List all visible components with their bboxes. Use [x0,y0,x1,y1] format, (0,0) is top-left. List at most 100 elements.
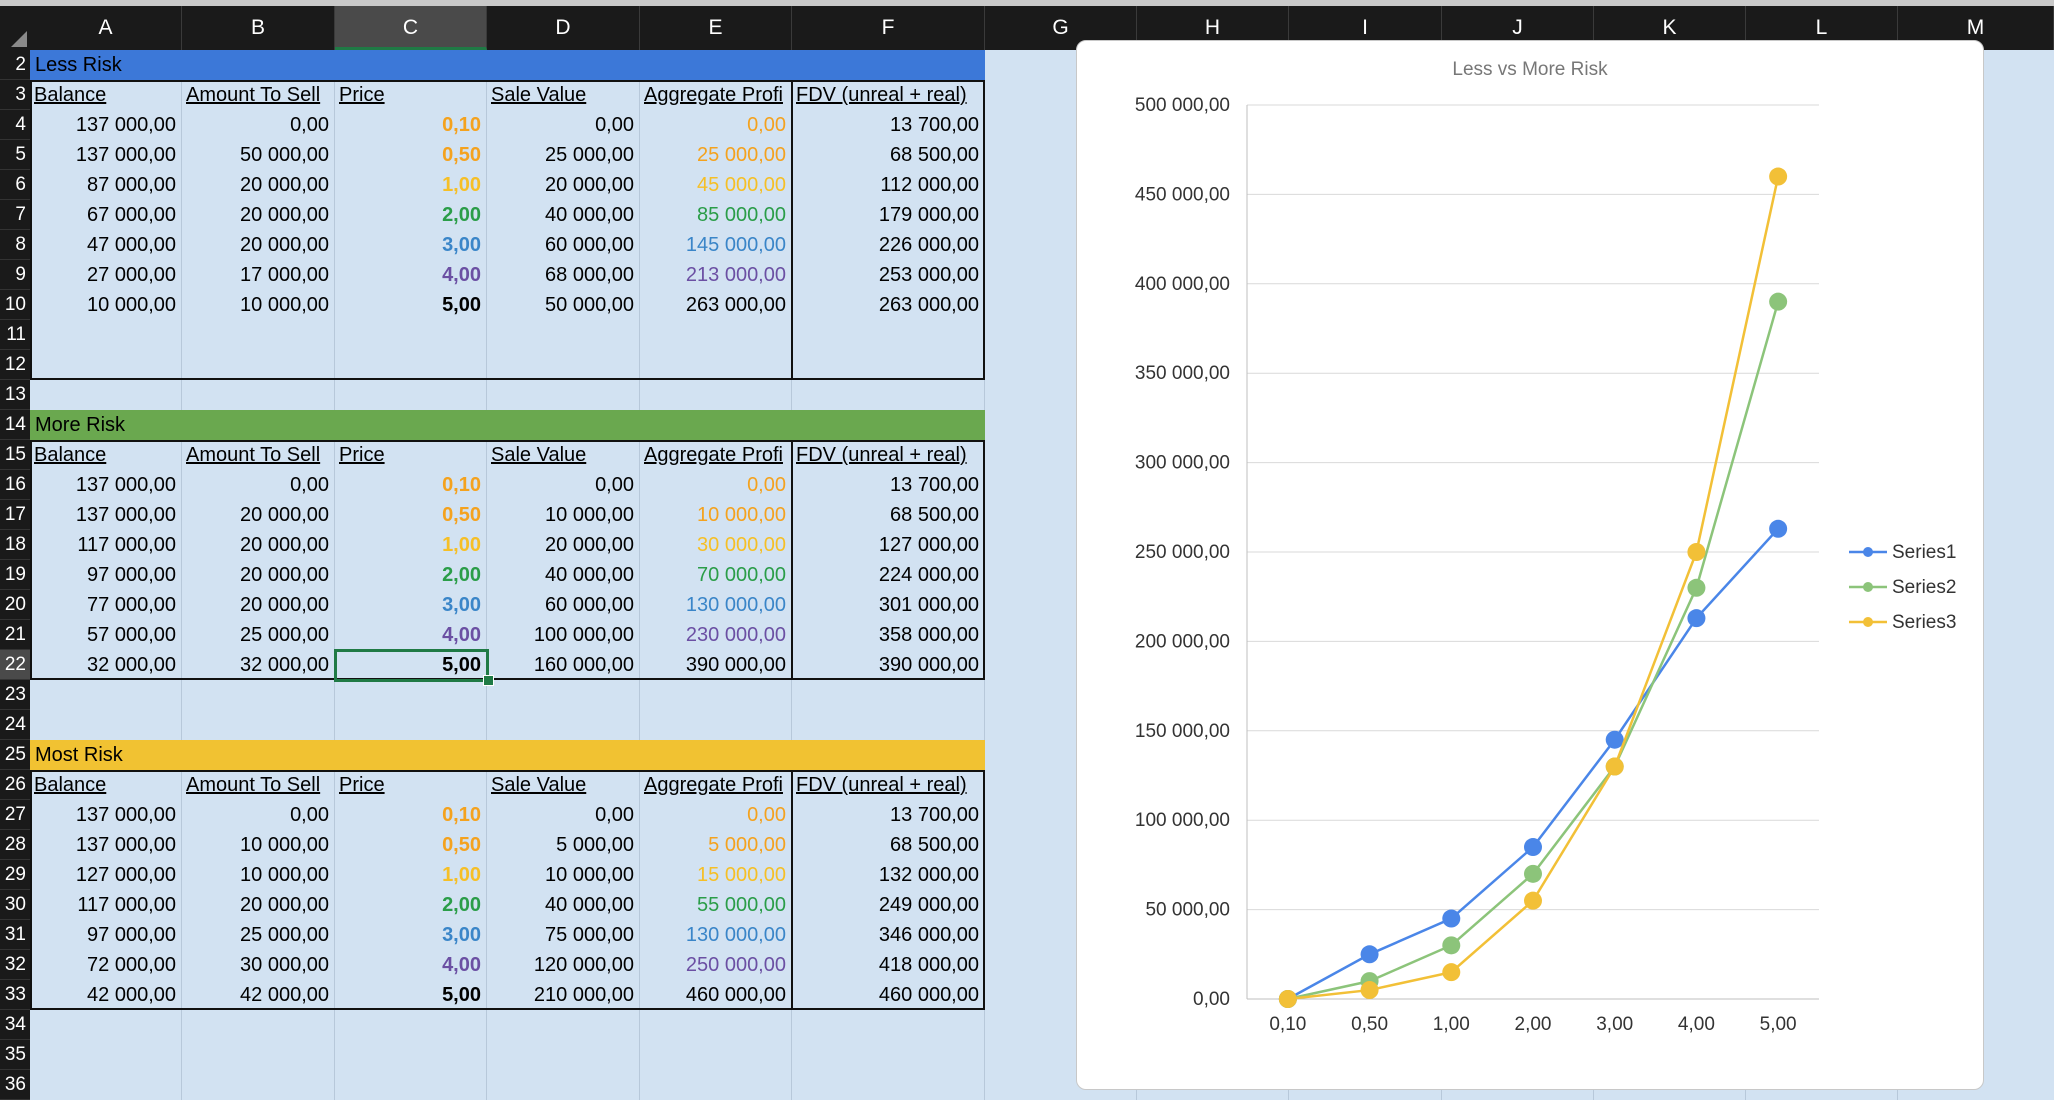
column-label[interactable]: Amount To Sell [186,774,321,796]
table-cell[interactable]: 137 000,00 [75,144,176,166]
table-cell[interactable]: 42 000,00 [87,984,176,1006]
table-cell[interactable]: 145 000,00 [685,234,786,256]
table-cell[interactable]: 68 500,00 [890,834,979,856]
table-cell[interactable]: 5,00 [442,654,481,676]
row-header-18[interactable]: 18 [0,530,30,560]
table-cell[interactable]: 0,00 [747,804,786,826]
table-cell[interactable]: 1,00 [442,534,481,556]
row-header-31[interactable]: 31 [0,920,30,950]
table-cell[interactable]: 20 000,00 [240,564,329,586]
table-cell[interactable]: 70 000,00 [697,564,786,586]
row-header-11[interactable]: 11 [0,320,30,350]
column-label[interactable]: FDV (unreal + real) [796,84,967,106]
table-cell[interactable]: 20 000,00 [545,534,634,556]
table-cell[interactable]: 2,00 [442,564,481,586]
table-cell[interactable]: 60 000,00 [545,594,634,616]
table-cell[interactable]: 17 000,00 [240,264,329,286]
table-cell[interactable]: 130 000,00 [685,594,786,616]
table-cell[interactable]: 137 000,00 [75,114,176,136]
table-cell[interactable]: 5,00 [442,294,481,316]
table-cell[interactable]: 263 000,00 [878,294,979,316]
column-label[interactable]: Price [339,444,385,466]
table-cell[interactable]: 15 000,00 [697,864,786,886]
column-label[interactable]: FDV (unreal + real) [796,774,967,796]
column-header-c[interactable]: C [335,6,487,50]
column-label[interactable]: Aggregate Profi [644,84,783,106]
column-header-h[interactable]: H [1137,6,1289,50]
row-header-15[interactable]: 15 [0,440,30,470]
table-cell[interactable]: 460 000,00 [685,984,786,1006]
table-cell[interactable]: 160 000,00 [533,654,634,676]
column-header-b[interactable]: B [182,6,335,50]
table-cell[interactable]: 67 000,00 [87,204,176,226]
table-cell[interactable]: 30 000,00 [240,954,329,976]
table-cell[interactable]: 0,00 [595,474,634,496]
table-cell[interactable]: 0,00 [595,114,634,136]
table-cell[interactable]: 40 000,00 [545,894,634,916]
table-cell[interactable]: 137 000,00 [75,804,176,826]
table-cell[interactable]: 20 000,00 [240,504,329,526]
table-cell[interactable]: 68 500,00 [890,504,979,526]
table-cell[interactable]: 0,00 [290,114,329,136]
table-cell[interactable]: 0,00 [290,804,329,826]
table-cell[interactable]: 10 000,00 [87,294,176,316]
row-header-24[interactable]: 24 [0,710,30,740]
row-header-25[interactable]: 25 [0,740,30,770]
column-label[interactable]: FDV (unreal + real) [796,444,967,466]
table-cell[interactable]: 249 000,00 [878,894,979,916]
table-cell[interactable]: 75 000,00 [545,924,634,946]
table-cell[interactable]: 13 700,00 [890,804,979,826]
table-cell[interactable]: 253 000,00 [878,264,979,286]
selected-cell-c22[interactable] [334,649,489,682]
table-cell[interactable]: 120 000,00 [533,954,634,976]
table-cell[interactable]: 137 000,00 [75,504,176,526]
column-label[interactable]: Amount To Sell [186,84,321,106]
column-label[interactable]: Sale Value [491,774,587,796]
table-cell[interactable]: 47 000,00 [87,234,176,256]
table-cell[interactable]: 460 000,00 [878,984,979,1006]
table-cell[interactable]: 5 000,00 [556,834,634,856]
row-header-10[interactable]: 10 [0,290,30,320]
table-cell[interactable]: 3,00 [442,924,481,946]
table-cell[interactable]: 32 000,00 [240,654,329,676]
table-cell[interactable]: 42 000,00 [240,984,329,1006]
row-header-36[interactable]: 36 [0,1070,30,1100]
table-cell[interactable]: 390 000,00 [878,654,979,676]
table-cell[interactable]: 20 000,00 [240,204,329,226]
table-cell[interactable]: 117 000,00 [77,534,176,556]
table-cell[interactable]: 112 000,00 [880,174,979,196]
column-label[interactable]: Price [339,774,385,796]
table-cell[interactable]: 20 000,00 [240,534,329,556]
table-cell[interactable]: 10 000,00 [240,834,329,856]
table-cell[interactable]: 68 500,00 [890,144,979,166]
table-cell[interactable]: 301 000,00 [878,594,979,616]
table-cell[interactable]: 25 000,00 [697,144,786,166]
table-cell[interactable]: 57 000,00 [87,624,176,646]
table-cell[interactable]: 226 000,00 [878,234,979,256]
table-cell[interactable]: 0,00 [290,474,329,496]
table-cell[interactable]: 3,00 [442,234,481,256]
table-cell[interactable]: 27 000,00 [87,264,176,286]
table-cell[interactable]: 132 000,00 [878,864,979,886]
row-header-14[interactable]: 14 [0,410,30,440]
row-header-34[interactable]: 34 [0,1010,30,1040]
table-cell[interactable]: 97 000,00 [87,564,176,586]
row-header-29[interactable]: 29 [0,860,30,890]
column-header-i[interactable]: I [1289,6,1442,50]
column-label[interactable]: Balance [34,84,107,106]
row-header-13[interactable]: 13 [0,380,30,410]
column-header-f[interactable]: F [792,6,985,50]
table-cell[interactable]: 3,00 [442,594,481,616]
row-header-17[interactable]: 17 [0,500,30,530]
line-chart[interactable]: Less vs More Risk 0,00 50 000,00 100 000,00… [1076,40,1984,1090]
table-cell[interactable]: 1,00 [442,174,481,196]
fill-handle[interactable] [483,675,494,686]
table-cell[interactable]: 25 000,00 [240,624,329,646]
table-cell[interactable]: 20 000,00 [240,894,329,916]
table-cell[interactable]: 85 000,00 [697,204,786,226]
table-cell[interactable]: 230 000,00 [685,624,786,646]
table-cell[interactable]: 60 000,00 [545,234,634,256]
table-cell[interactable]: 68 000,00 [545,264,634,286]
table-cell[interactable]: 32 000,00 [87,654,176,676]
table-cell[interactable]: 137 000,00 [75,474,176,496]
